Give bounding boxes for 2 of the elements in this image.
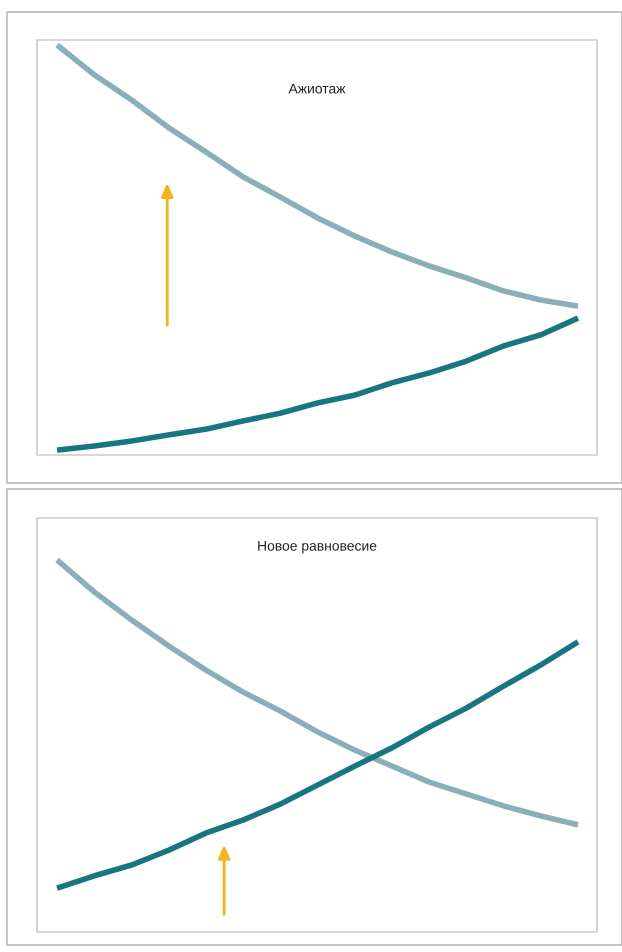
annotation: Ажиотаж: [288, 84, 346, 94]
text: Новое равновесие: [258, 541, 376, 554]
